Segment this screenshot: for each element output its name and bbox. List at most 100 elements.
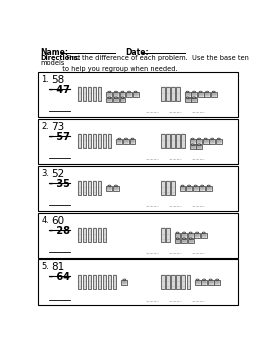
Bar xyxy=(83,228,86,242)
Ellipse shape xyxy=(216,279,219,280)
Bar xyxy=(161,181,164,195)
Text: models: models xyxy=(40,61,65,66)
Bar xyxy=(186,186,192,191)
Text: to help you regroup when needed.: to help you regroup when needed. xyxy=(40,66,177,72)
Bar xyxy=(78,88,81,101)
Ellipse shape xyxy=(199,91,202,92)
Ellipse shape xyxy=(202,232,205,233)
Bar xyxy=(106,92,112,97)
Bar xyxy=(103,134,106,148)
Bar xyxy=(113,98,119,103)
Bar xyxy=(108,134,112,148)
Ellipse shape xyxy=(108,91,111,92)
Text: 58: 58 xyxy=(51,75,65,85)
Bar xyxy=(190,145,195,149)
Bar xyxy=(167,275,170,289)
Bar xyxy=(88,88,92,101)
Bar xyxy=(88,228,92,242)
Bar xyxy=(88,134,92,148)
Bar xyxy=(201,280,207,285)
Ellipse shape xyxy=(191,144,194,145)
Text: Find the difference of each problem.  Use the base ten: Find the difference of each problem. Use… xyxy=(62,55,249,61)
Text: - 35: - 35 xyxy=(49,179,70,189)
Ellipse shape xyxy=(181,185,184,187)
Bar xyxy=(196,145,202,149)
Ellipse shape xyxy=(217,138,220,139)
Bar xyxy=(206,186,212,191)
Bar xyxy=(93,228,96,242)
Bar xyxy=(78,275,81,289)
Bar xyxy=(185,92,191,97)
Ellipse shape xyxy=(207,185,210,187)
Bar xyxy=(38,213,238,258)
Ellipse shape xyxy=(127,91,130,92)
Bar xyxy=(98,134,102,148)
Ellipse shape xyxy=(176,238,179,239)
Ellipse shape xyxy=(196,279,199,280)
Ellipse shape xyxy=(201,185,204,187)
Bar xyxy=(93,88,96,101)
Text: - 47: - 47 xyxy=(49,85,70,95)
Bar xyxy=(199,186,205,191)
Ellipse shape xyxy=(186,91,189,92)
Ellipse shape xyxy=(194,185,197,187)
Bar xyxy=(83,181,86,195)
Bar xyxy=(103,275,106,289)
Bar xyxy=(201,233,207,238)
Bar xyxy=(88,181,92,195)
Bar xyxy=(180,186,185,191)
Bar xyxy=(191,92,197,97)
Bar xyxy=(38,72,238,117)
Text: - 64: - 64 xyxy=(49,272,70,282)
Text: Directions:: Directions: xyxy=(40,55,81,61)
Ellipse shape xyxy=(183,232,185,233)
Text: 73: 73 xyxy=(51,122,65,132)
Bar xyxy=(83,88,86,101)
Ellipse shape xyxy=(193,91,195,92)
Ellipse shape xyxy=(121,91,124,92)
Ellipse shape xyxy=(121,97,124,98)
Ellipse shape xyxy=(202,279,205,280)
Bar xyxy=(161,88,164,101)
Bar xyxy=(93,134,96,148)
Text: - 28: - 28 xyxy=(49,226,70,236)
Bar xyxy=(181,275,185,289)
Text: 4.: 4. xyxy=(41,216,49,225)
Ellipse shape xyxy=(198,138,201,139)
Bar xyxy=(171,275,175,289)
Bar xyxy=(167,134,170,148)
Ellipse shape xyxy=(189,232,192,233)
Bar xyxy=(120,98,126,103)
Bar xyxy=(122,280,127,285)
Ellipse shape xyxy=(114,97,117,98)
Bar xyxy=(203,139,209,144)
Bar xyxy=(108,275,112,289)
Ellipse shape xyxy=(114,91,117,92)
Text: Date:: Date: xyxy=(125,48,149,57)
Ellipse shape xyxy=(212,91,215,92)
Bar xyxy=(185,98,191,103)
Text: 60: 60 xyxy=(51,216,65,226)
Bar xyxy=(123,139,129,144)
Bar xyxy=(38,259,238,305)
Bar xyxy=(187,275,190,289)
Bar xyxy=(167,228,170,242)
Bar xyxy=(106,186,112,191)
Bar xyxy=(133,92,139,97)
Bar xyxy=(83,134,86,148)
Text: 5.: 5. xyxy=(41,262,49,271)
Bar xyxy=(161,275,164,289)
Bar xyxy=(78,181,81,195)
Bar xyxy=(181,233,187,238)
Ellipse shape xyxy=(204,138,207,139)
Bar xyxy=(113,275,116,289)
Bar xyxy=(193,186,199,191)
Ellipse shape xyxy=(124,138,127,139)
Ellipse shape xyxy=(198,144,201,145)
Bar xyxy=(177,88,180,101)
Bar xyxy=(175,233,180,238)
Bar xyxy=(190,139,195,144)
Bar xyxy=(171,134,175,148)
Ellipse shape xyxy=(196,232,199,233)
Text: 52: 52 xyxy=(51,169,65,179)
